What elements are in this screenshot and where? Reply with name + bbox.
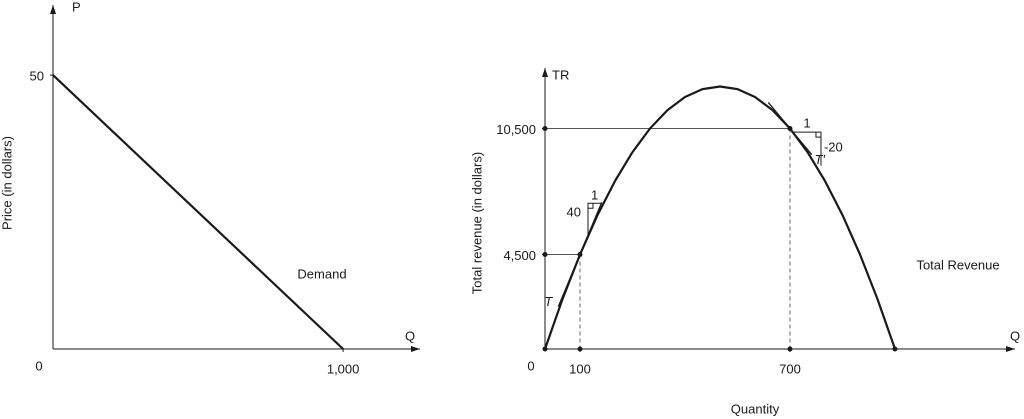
x-tick-label: 700 xyxy=(779,361,801,376)
axis-dot xyxy=(787,346,793,352)
axis-arrow xyxy=(542,68,548,77)
point-dot xyxy=(892,346,898,352)
axis-arrow xyxy=(1006,346,1015,352)
x-axis-title: Quantity xyxy=(731,401,780,416)
y-tick-label: 4,500 xyxy=(503,248,536,263)
axis-arrow xyxy=(50,5,56,14)
tangent-label: T' xyxy=(814,152,825,167)
right-angle xyxy=(815,132,821,138)
tangent-line xyxy=(767,102,813,155)
slope-triangle xyxy=(792,131,822,166)
y-axis-label: P xyxy=(72,0,81,14)
x-tick-label: 100 xyxy=(569,361,591,376)
tangent-line xyxy=(557,202,603,307)
axis-dot xyxy=(542,125,548,131)
right-angle xyxy=(587,203,594,209)
axis-dot xyxy=(577,346,583,352)
y-axis-title: Price (in dollars) xyxy=(0,136,14,230)
axis-dot xyxy=(542,251,548,257)
y-axis-label: TR xyxy=(552,67,569,82)
x-axis-label: Q xyxy=(1010,328,1020,343)
rise-label: 40 xyxy=(567,205,581,220)
rise-label: -20 xyxy=(824,139,843,154)
point-dot xyxy=(542,346,548,352)
series-label: Total Revenue xyxy=(916,257,999,272)
axis-arrow xyxy=(411,346,420,352)
slope-triangle xyxy=(587,202,602,236)
run-label: 1 xyxy=(803,116,810,131)
x-tick-label: 1,000 xyxy=(327,361,360,376)
series-line xyxy=(52,74,344,350)
tangent-label: T xyxy=(544,294,553,309)
origin-label: 0 xyxy=(35,358,42,373)
x-axis-label: Q xyxy=(405,328,415,343)
y-tick-label: 10,500 xyxy=(496,122,536,137)
y-tick-label: 50 xyxy=(30,69,44,84)
series-label: Demand xyxy=(297,266,346,281)
origin-label: 0 xyxy=(527,358,534,373)
series-line xyxy=(543,85,897,350)
run-label: 1 xyxy=(591,188,598,203)
y-axis-title: Total revenue (in dollars) xyxy=(469,152,484,294)
